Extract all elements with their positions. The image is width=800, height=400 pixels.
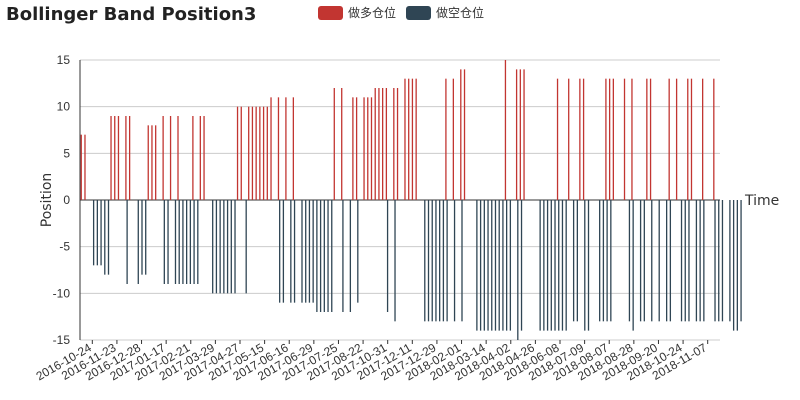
y-tick-label: -10 (53, 286, 71, 300)
x-axis-label: Time (744, 193, 779, 209)
legend-swatch-short (406, 5, 432, 20)
y-tick-label: -5 (59, 240, 70, 254)
legend-item-short[interactable]: 做空仓位 (406, 4, 484, 21)
y-tick-label: -15 (53, 333, 71, 347)
legend-label-long: 做多仓位 (348, 6, 397, 20)
chart-title: Bollinger Band Position3 (6, 4, 257, 25)
y-axis-label: Position (39, 173, 55, 228)
legend-swatch-long (318, 5, 343, 20)
legend: 做多仓位 做空仓位 (318, 4, 484, 21)
y-tick-label: 15 (57, 53, 71, 67)
y-tick-label: 10 (57, 100, 71, 114)
legend-item-long[interactable]: 做多仓位 (318, 4, 396, 21)
y-tick-label: 5 (63, 146, 70, 160)
y-tick-label: 0 (63, 193, 70, 207)
legend-label-short: 做空仓位 (436, 6, 485, 20)
